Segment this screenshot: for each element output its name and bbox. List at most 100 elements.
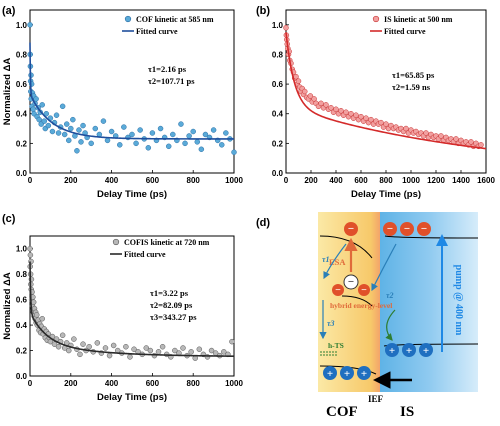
panel-label: (c): [2, 213, 16, 225]
fitted-curve: [285, 32, 487, 150]
data-point: [178, 121, 184, 127]
is-region: [380, 212, 478, 392]
svg-text:+: +: [361, 368, 367, 380]
tau-annotation: τ1=2.16 ps: [148, 64, 187, 74]
y-tick-label: 0.6: [16, 296, 28, 305]
data-point: [302, 88, 308, 95]
tau2-label: τ2: [386, 291, 394, 300]
data-point: [358, 113, 364, 120]
data-point: [478, 142, 484, 148]
data-point: [88, 140, 94, 147]
legend-scatter-label: IS kinetic at 500 nm: [384, 15, 453, 24]
data-point: [188, 349, 194, 355]
y-tick-label: 0.8: [16, 270, 28, 279]
data-point: [338, 108, 344, 114]
tau-annotation: τ1=3.22 ps: [150, 288, 189, 298]
data-point: [170, 131, 176, 138]
data-point: [71, 336, 77, 342]
ief-label: IEF: [368, 394, 384, 404]
data-point: [78, 139, 84, 145]
x-tick-label: 600: [146, 176, 160, 185]
data-point: [121, 124, 127, 130]
data-point: [208, 347, 215, 354]
data-point: [147, 347, 154, 354]
x-tick-label: 800: [187, 379, 201, 388]
y-tick-label: 0.8: [16, 50, 28, 59]
data-point: [49, 128, 56, 135]
svg-text:−: −: [387, 223, 393, 235]
y-tick-label: 0.2: [272, 139, 284, 148]
data-point: [104, 137, 111, 144]
data-point: [223, 130, 229, 136]
x-tick-label: 600: [146, 379, 160, 388]
panel-d-label: (d): [256, 217, 270, 229]
data-point: [353, 112, 359, 118]
data-point: [30, 106, 36, 113]
x-tick-label: 800: [187, 176, 201, 185]
x-tick-label: 0: [28, 379, 33, 388]
data-point: [117, 142, 123, 148]
tau-annotation: τ2=1.59 ns: [392, 82, 431, 92]
data-point: [45, 122, 52, 129]
svg-text:−: −: [421, 223, 427, 235]
svg-text:+: +: [406, 345, 412, 357]
panel-a-chart: (a) 0 200 400 600 800 1000 0.0 0.2 0.4 0.6 0.8 1.0 De…: [2, 5, 243, 200]
data-point: [59, 332, 66, 339]
electron-is-3: −: [417, 222, 431, 236]
tau-annotation: τ2=107.71 ps: [148, 76, 195, 86]
data-point: [74, 148, 80, 154]
data-point: [210, 127, 217, 133]
hybrid-level-line: [341, 295, 373, 307]
is-conduction-band: [384, 235, 479, 239]
fitted-curve: [29, 42, 234, 140]
x-tick-label: 200: [64, 379, 78, 388]
data-point: [221, 349, 227, 355]
data-point: [108, 128, 115, 135]
cof-label: COF: [326, 404, 358, 420]
y-tick-label: 0.0: [272, 169, 284, 178]
data-point: [149, 130, 156, 136]
y-tick-label: 0.2: [16, 139, 28, 148]
data-point: [129, 131, 135, 138]
data-point: [61, 131, 68, 138]
svg-text:+: +: [423, 345, 429, 357]
data-point: [293, 73, 299, 80]
data-point: [102, 345, 109, 351]
data-point: [196, 346, 203, 353]
data-point: [182, 140, 188, 147]
data-point: [86, 343, 92, 350]
data-point: [343, 109, 349, 115]
panel-c-chart: (c) 0 200 400 600 800 1000 0.0 0.2 0.4 0.6 0.8 1.0 De…: [2, 213, 243, 403]
data-point: [55, 343, 62, 350]
y-tick-label: 0.4: [272, 110, 284, 119]
data-point: [180, 345, 186, 351]
data-point: [27, 245, 33, 252]
data-point: [133, 140, 139, 147]
x-tick-label: 400: [105, 176, 119, 185]
data-point: [468, 139, 474, 145]
data-point: [202, 131, 209, 138]
y-tick-label: 0.6: [272, 80, 284, 89]
data-point: [53, 112, 60, 118]
data-point: [43, 110, 50, 117]
y-tick-label: 0.0: [16, 372, 28, 381]
data-point: [145, 145, 152, 151]
legend-scatter-marker: [124, 15, 132, 23]
data-point: [383, 121, 389, 127]
electron-is-1: −: [383, 222, 397, 236]
data-point: [283, 25, 289, 31]
data-point: [157, 125, 164, 132]
data-point: [94, 340, 101, 346]
data-point: [368, 116, 374, 123]
tau1-label: τ1: [322, 255, 330, 264]
legend-scatter-label: COF kinetic at 585 nm: [136, 15, 214, 24]
is-label: IS: [400, 404, 414, 420]
hole-is-3: +: [419, 343, 433, 357]
y-tick-label: 1.0: [16, 21, 28, 30]
x-tick-label: 1600: [477, 176, 495, 185]
data-point: [137, 127, 143, 133]
legend-scatter-marker: [112, 238, 120, 246]
data-point: [131, 346, 137, 353]
data-point: [70, 116, 76, 123]
hole-cof-2: +: [340, 366, 354, 380]
